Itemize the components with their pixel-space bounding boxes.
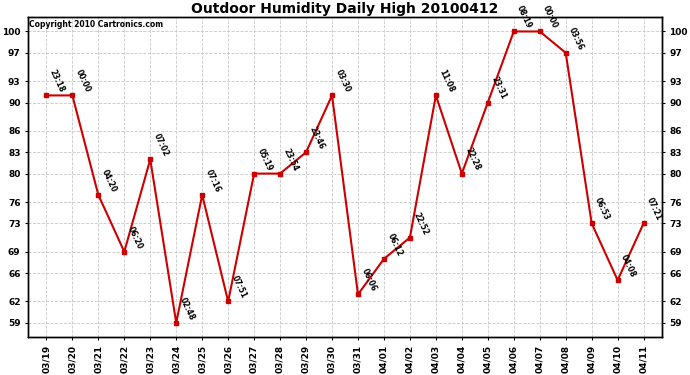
Text: 22:28: 22:28: [463, 146, 482, 172]
Text: 23:18: 23:18: [48, 68, 66, 94]
Text: 02:48: 02:48: [177, 296, 196, 321]
Text: 00:00: 00:00: [541, 4, 560, 30]
Text: 06:20: 06:20: [126, 225, 144, 251]
Text: 06:12: 06:12: [385, 232, 404, 258]
Text: 23:46: 23:46: [308, 125, 326, 151]
Text: 11:08: 11:08: [437, 68, 455, 94]
Text: 07:21: 07:21: [645, 196, 663, 222]
Text: 06:06: 06:06: [359, 267, 377, 293]
Text: 08:19: 08:19: [515, 4, 533, 30]
Text: 07:51: 07:51: [230, 274, 248, 300]
Text: 04:08: 04:08: [619, 253, 638, 279]
Text: 07:02: 07:02: [152, 132, 170, 158]
Text: Copyright 2010 Cartronics.com: Copyright 2010 Cartronics.com: [30, 21, 164, 30]
Title: Outdoor Humidity Daily High 20100412: Outdoor Humidity Daily High 20100412: [191, 2, 499, 16]
Text: 22:52: 22:52: [411, 211, 430, 236]
Text: 03:56: 03:56: [567, 26, 585, 51]
Text: 23:31: 23:31: [489, 75, 508, 101]
Text: 07:16: 07:16: [204, 168, 222, 194]
Text: 03:30: 03:30: [333, 68, 352, 94]
Text: 23:54: 23:54: [282, 147, 299, 172]
Text: 00:00: 00:00: [74, 68, 92, 94]
Text: 04:20: 04:20: [100, 168, 118, 194]
Text: 06:53: 06:53: [593, 196, 611, 222]
Text: 05:19: 05:19: [255, 147, 274, 172]
